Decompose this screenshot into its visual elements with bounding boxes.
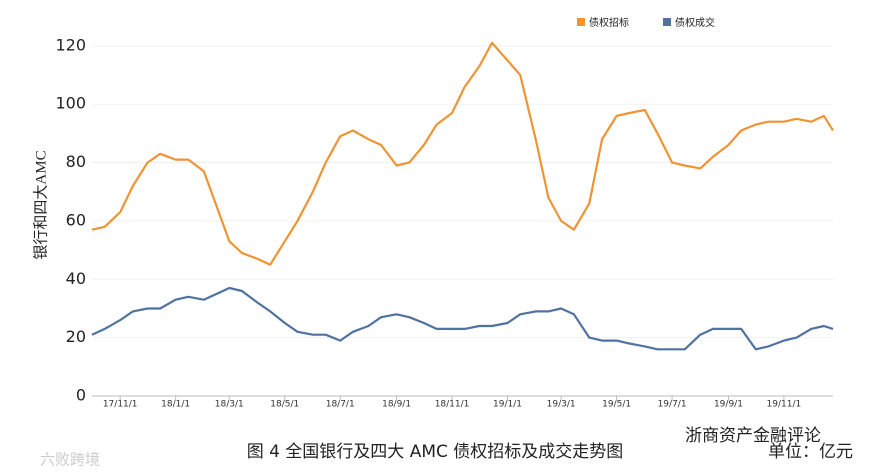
- y-tick-label: 80: [66, 152, 86, 171]
- y-tick-label: 100: [55, 94, 86, 113]
- line-series: [91, 41, 834, 266]
- unit: 单位：亿元: [768, 442, 853, 462]
- legend-swatch: [577, 18, 585, 26]
- x-tick-label: 19/3/1: [547, 400, 576, 410]
- x-tick-label: 19/7/1: [658, 400, 687, 410]
- y-tick-label: 20: [66, 327, 86, 346]
- x-tick-label: 19/11/1: [767, 400, 802, 410]
- x-tick-label: 19/5/1: [602, 400, 631, 410]
- legend-label: 债权成交: [675, 16, 715, 29]
- x-tick-label: 18/1/1: [161, 400, 190, 410]
- x-tick-label: 17/11/1: [103, 400, 138, 410]
- legend-swatch: [663, 18, 671, 26]
- line-series: [91, 286, 834, 351]
- y-axis-label: 银行和四大AMC: [32, 150, 49, 259]
- y-tick-label: 120: [55, 35, 86, 54]
- x-tick-label: 18/9/1: [382, 400, 411, 410]
- x-tick-label: 18/5/1: [270, 400, 299, 410]
- caption: 图 4 全国银行及四大 AMC 债权招标及成交走势图: [247, 442, 624, 462]
- x-tick-label: 19/1/1: [493, 400, 522, 410]
- x-tick-label: 18/11/1: [435, 400, 470, 410]
- x-tick-label: 18/7/1: [326, 400, 355, 410]
- watermark: 六败跨境: [40, 451, 100, 469]
- y-tick-label: 60: [66, 210, 86, 229]
- y-tick-label: 40: [66, 269, 86, 288]
- x-tick-label: 19/9/1: [714, 400, 743, 410]
- legend-label: 债权招标: [589, 16, 629, 29]
- y-tick-label: 0: [76, 386, 86, 405]
- x-tick-label: 18/3/1: [215, 400, 244, 410]
- watermark: 浙商资产金融评论: [685, 426, 821, 446]
